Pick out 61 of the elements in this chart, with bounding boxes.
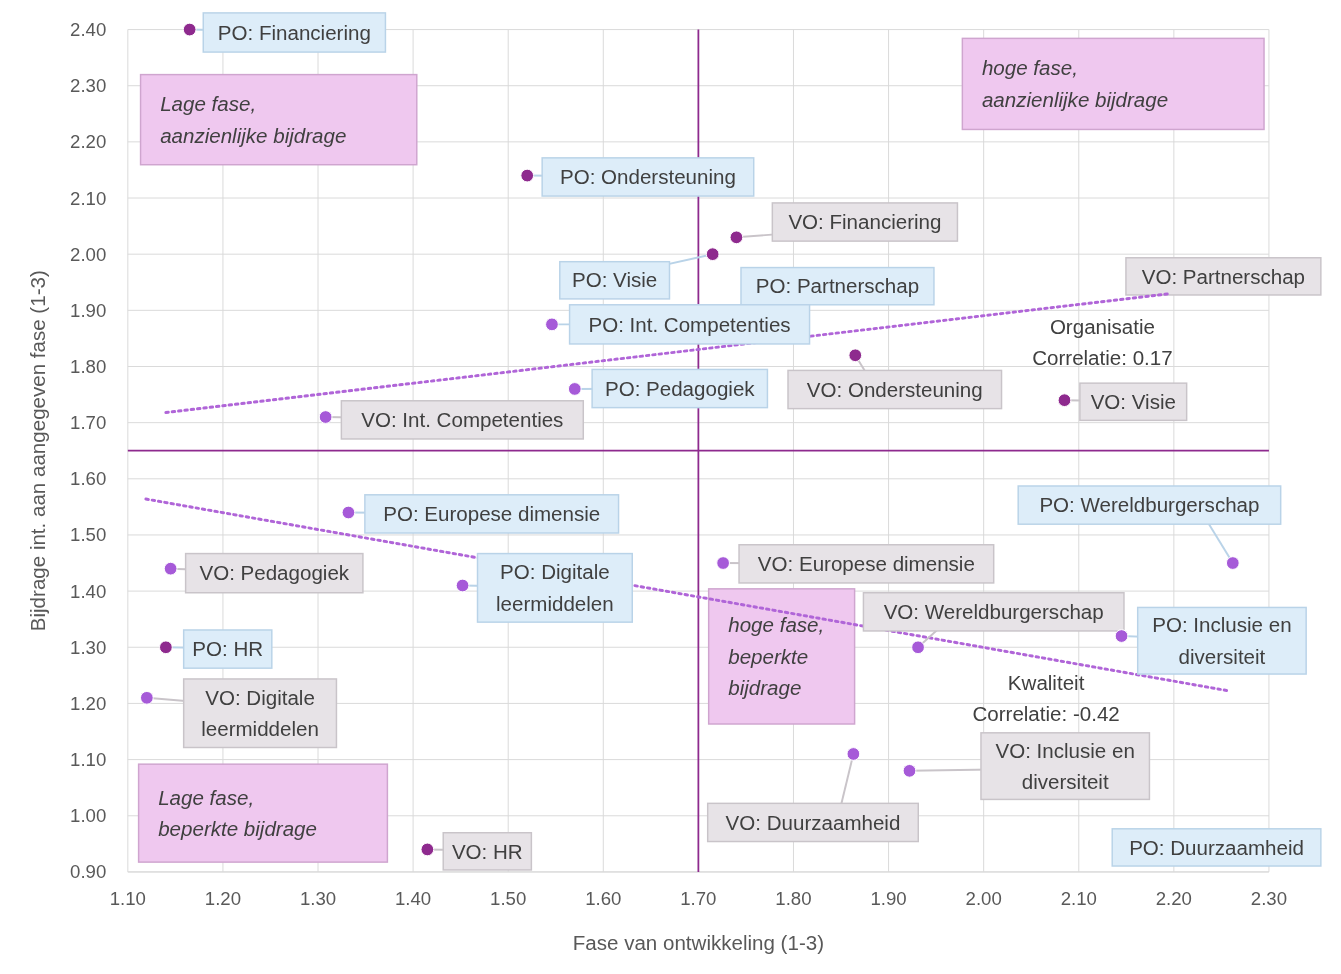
x-tick-label: 1.80 xyxy=(775,888,812,910)
y-tick-label: 1.80 xyxy=(70,356,107,378)
y-tick-label: 1.60 xyxy=(70,468,107,490)
data-label: VO: Financiering xyxy=(788,210,942,234)
annotation: Kwaliteit Correlatie: -0.42 xyxy=(972,671,1120,726)
x-tick-label: 1.20 xyxy=(204,888,242,910)
y-tick-label: 1.10 xyxy=(70,749,107,771)
y-tick-label: 1.50 xyxy=(70,524,107,546)
annotation: Lage fase, aanzienlijke bijdrage xyxy=(160,92,347,147)
x-tick-label: 1.70 xyxy=(680,888,717,910)
x-tick-label: 1.60 xyxy=(585,888,622,910)
y-tick-label: 1.20 xyxy=(70,692,107,714)
x-tick-label: 1.10 xyxy=(109,888,146,910)
data-label: PO: Europese dimensie xyxy=(383,502,601,526)
y-tick-label: 2.40 xyxy=(70,19,107,41)
x-tick-label: 2.10 xyxy=(1060,888,1097,910)
y-axis-title: Bijdrage int. aan aangegeven fase (1-3) xyxy=(25,270,49,632)
data-label: VO: Wereldburgerschap xyxy=(883,600,1104,624)
x-tick-label: 2.20 xyxy=(1155,888,1192,910)
annotation: PO: Partnerschap xyxy=(755,274,920,298)
x-tick-label: 1.50 xyxy=(490,888,527,910)
annotation: VO: Partnerschap xyxy=(1141,264,1306,288)
data-label: VO: Europese dimensie xyxy=(757,552,975,576)
x-tick-label: 2.00 xyxy=(965,888,1002,910)
y-tick-label: 0.90 xyxy=(70,861,107,883)
y-tick-label: 2.00 xyxy=(70,243,107,265)
data-label: VO: Visie xyxy=(1090,389,1176,413)
annotation: PO: Duurzaamheid xyxy=(1129,835,1304,859)
data-label: PO: Visie xyxy=(572,268,658,292)
data-label: VO: Digitale leermiddelen xyxy=(201,685,319,741)
annotation: Organisatie Correlatie: 0.17 xyxy=(1032,314,1173,369)
y-tick-label: 2.10 xyxy=(70,187,107,209)
y-tick-label: 2.30 xyxy=(70,75,107,97)
x-tick-label: 1.30 xyxy=(299,888,337,910)
y-tick-label: 1.40 xyxy=(70,580,107,602)
annotation: Lage fase, beperkte bijdrage xyxy=(158,785,317,841)
data-label: PO: Inclusie en diversiteit xyxy=(1152,613,1292,668)
data-label: VO: Ondersteuning xyxy=(806,377,983,401)
x-tick-label: 1.90 xyxy=(870,888,907,910)
y-tick-label: 1.00 xyxy=(70,805,107,827)
data-label: PO: Pedagogiek xyxy=(604,376,756,400)
data-label: VO: HR xyxy=(451,839,523,863)
data-label: VO: Inclusie en diversiteit xyxy=(995,738,1135,793)
data-label: PO: Wereldburgerschap xyxy=(1039,493,1260,517)
x-tick-label: 2.30 xyxy=(1250,888,1288,910)
y-tick-label: 1.30 xyxy=(70,636,107,658)
y-tick-label: 1.70 xyxy=(70,412,107,434)
data-label: PO: Int. Competenties xyxy=(588,312,791,336)
y-tick-label: 1.90 xyxy=(70,299,107,321)
data-label: VO: Duurzaamheid xyxy=(725,810,901,834)
y-tick-label: 2.20 xyxy=(70,131,107,153)
annotation: hoge fase, aanzienlijke bijdrage xyxy=(981,56,1169,111)
data-label: PO: Financiering xyxy=(217,20,371,44)
data-label: PO: Ondersteuning xyxy=(559,165,736,189)
data-label: PO: Digitale leermiddelen xyxy=(496,560,614,615)
data-label: VO: Pedagogiek xyxy=(199,561,350,585)
x-axis-title: Fase van ontwikkeling (1-3) xyxy=(572,931,825,955)
data-label: VO: Int. Competenties xyxy=(361,408,564,432)
data-label: PO: HR xyxy=(192,637,264,661)
annotation: hoge fase, beperkte bijdrage xyxy=(728,613,825,699)
x-tick-label: 1.40 xyxy=(394,888,432,910)
